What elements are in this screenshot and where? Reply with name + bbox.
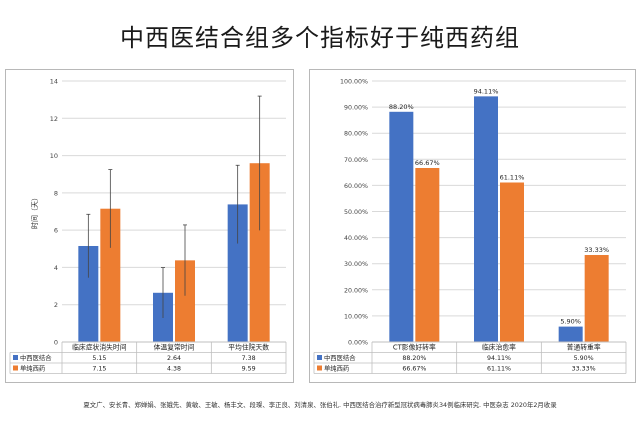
bar xyxy=(249,163,270,342)
bar-value-label: 5.90% xyxy=(560,318,581,326)
x-category-label: 体温复常时间 xyxy=(154,343,195,352)
y-tick-label: 4 xyxy=(54,264,58,272)
x-category-label: 临床治愈率 xyxy=(482,343,516,352)
legend-entry: 单纯西药 xyxy=(324,364,349,373)
table-value: 33.33% xyxy=(572,366,596,373)
x-category-label: 临床症状消失时间 xyxy=(72,343,127,352)
x-category-label: 普通转重率 xyxy=(567,343,601,352)
y-tick-label: 40.00% xyxy=(344,235,368,242)
right-chart-panel: 0.00% 10.00% 20.00% 30.00% 40.00% 50.00% 60.00… xyxy=(309,69,636,383)
y-tick-label: 0.00% xyxy=(348,340,368,347)
table-value: 88.20% xyxy=(402,355,426,362)
y-tick-label: 70.00% xyxy=(344,157,368,164)
bar xyxy=(415,167,440,342)
table-value: 94.11% xyxy=(487,355,511,362)
legend-swatch xyxy=(13,365,18,371)
bar-value-label: 94.11% xyxy=(474,87,499,95)
table-value: 2.64 xyxy=(167,355,181,362)
bar xyxy=(584,255,609,342)
bar xyxy=(227,204,248,342)
y-tick-label: 14 xyxy=(50,78,58,86)
bar xyxy=(558,326,583,342)
y-tick-label: 60.00% xyxy=(344,183,368,190)
table-value: 61.11% xyxy=(487,366,511,373)
bar-value-label: 61.11% xyxy=(500,174,525,182)
bar xyxy=(389,111,414,342)
y-tick-label: 2 xyxy=(54,301,58,309)
y-tick-label: 12 xyxy=(50,115,58,123)
bar xyxy=(78,245,99,342)
y-tick-label: 80.00% xyxy=(344,131,368,138)
table-value: 9.59 xyxy=(242,366,256,373)
y-axis-label: 时间（天） xyxy=(30,194,39,229)
x-category-label: CT影像好转率 xyxy=(393,343,436,352)
legend-swatch xyxy=(317,355,322,360)
x-category-label: 平均住院天数 xyxy=(228,343,269,352)
bar xyxy=(474,96,498,343)
bar xyxy=(500,182,524,342)
citation: 夏文广、安长青、郑婵娟、张娥先、黄敏、王敏、杨丰文、段璨、李正良、刘清泉、张伯礼… xyxy=(83,401,557,409)
left-chart-panel: 0 2 4 6 8 10 12 14 时间（天） 临床症状消失时间 体温复常时间 平均住院天数中西医结… xyxy=(5,69,294,383)
y-tick-label: 30.00% xyxy=(344,261,368,268)
bar-value-label: 66.67% xyxy=(415,159,440,167)
y-tick-label: 90.00% xyxy=(344,105,368,112)
y-tick-label: 100.00% xyxy=(340,79,368,86)
table-value: 5.15 xyxy=(92,355,106,362)
y-tick-label: 8 xyxy=(54,189,58,197)
y-tick-label: 10.00% xyxy=(344,313,368,320)
y-tick-label: 20.00% xyxy=(344,287,368,294)
table-value: 66.67% xyxy=(402,366,426,373)
bar-value-label: 88.20% xyxy=(389,103,414,111)
y-tick-label: 0 xyxy=(54,339,58,347)
bar xyxy=(175,260,195,342)
legend-entry: 单纯西药 xyxy=(20,364,45,373)
legend-swatch xyxy=(317,365,322,371)
page-title: 中西医结合组多个指标好于纯西药组 xyxy=(120,24,520,52)
y-tick-label: 50.00% xyxy=(344,209,368,216)
table-value: 7.15 xyxy=(92,366,106,373)
table-value: 7.38 xyxy=(242,355,256,362)
legend-entry: 中西医结合 xyxy=(20,353,52,362)
rate-comparison-chart: 0.00% 10.00% 20.00% 30.00% 40.00% 50.00% 60.00… xyxy=(313,79,627,374)
bar-value-label: 33.33% xyxy=(584,246,609,254)
table-value: 5.90% xyxy=(574,355,594,362)
legend-swatch xyxy=(13,355,18,360)
y-tick-label: 10 xyxy=(50,152,58,160)
legend-entry: 中西医结合 xyxy=(324,353,356,362)
bar xyxy=(100,208,121,342)
y-tick-label: 6 xyxy=(54,227,58,235)
time-comparison-chart: 0 2 4 6 8 10 12 14 时间（天） 临床症状消失时间 体温复常时间 平均住院天数中西医结… xyxy=(9,78,287,374)
table-value: 4.38 xyxy=(167,366,181,373)
